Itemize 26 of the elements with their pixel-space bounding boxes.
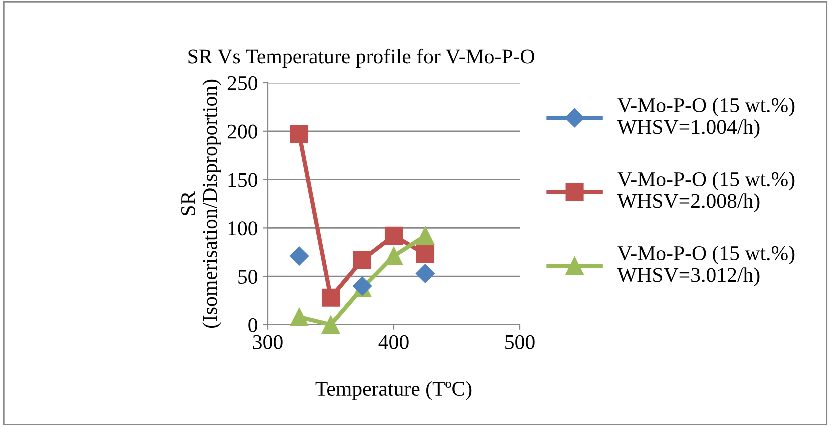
point	[322, 316, 340, 334]
y-tick-label: 200	[228, 124, 258, 139]
legend-label: V-Mo-P-O (15 wt.%) WHSV=3.012/h)	[618, 246, 795, 286]
x-tick-label: 400	[378, 335, 409, 350]
chart-title: SR Vs Temperature profile for V-Mo-P-O	[188, 48, 534, 68]
point	[416, 264, 436, 284]
y-tick-label: 100	[228, 222, 258, 236]
point	[416, 226, 435, 245]
x-axis-title: Temperature (TºC)	[316, 381, 472, 400]
y-tick-label: 0	[248, 318, 258, 332]
point	[290, 246, 310, 266]
y-tick-label: 50	[238, 270, 258, 284]
point	[384, 226, 404, 245]
point	[416, 245, 435, 264]
y-tick-label: 250	[228, 76, 258, 90]
point	[290, 308, 309, 326]
legend-label: V-Mo-P-O (15 wt.%) WHSV=1.004/h)	[618, 98, 795, 138]
x-tick-label: 300	[253, 335, 283, 350]
point	[384, 247, 404, 266]
point	[322, 288, 340, 307]
x-tick-label: 500	[506, 335, 535, 350]
point	[290, 125, 309, 144]
point	[353, 251, 372, 270]
y-tick-label: 150	[228, 173, 258, 188]
legend-label: V-Mo-P-O (15 wt.%) WHSV=2.008/h)	[618, 172, 795, 212]
y-axis-title: SR (Isomerisation/Disproportion)	[181, 80, 222, 328]
